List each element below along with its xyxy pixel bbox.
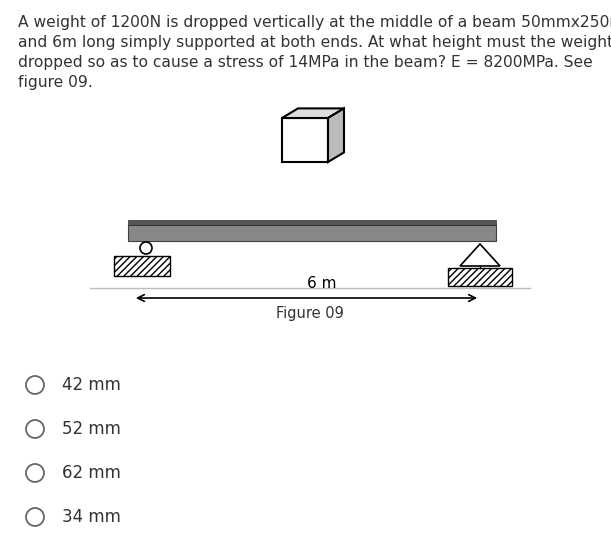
Circle shape [26,508,44,526]
Polygon shape [282,118,328,162]
Polygon shape [282,109,344,118]
Circle shape [26,420,44,438]
Text: 42 mm: 42 mm [62,376,121,394]
Text: 34 mm: 34 mm [62,508,121,526]
Text: figure 09.: figure 09. [18,75,93,90]
Circle shape [26,464,44,482]
Text: A weight of 1200N is dropped vertically at the middle of a beam 50mmx250mm *: A weight of 1200N is dropped vertically … [18,15,611,30]
Polygon shape [128,225,496,241]
Text: 6 m: 6 m [307,276,336,291]
Polygon shape [114,256,170,276]
Text: and 6m long simply supported at both ends. At what height must the weight be: and 6m long simply supported at both end… [18,35,611,50]
Circle shape [140,242,152,254]
Text: dropped so as to cause a stress of 14MPa in the beam? E = 8200MPa. See: dropped so as to cause a stress of 14MPa… [18,55,593,70]
Circle shape [26,376,44,394]
Text: 52 mm: 52 mm [62,420,121,438]
Polygon shape [128,220,496,225]
Polygon shape [448,268,512,286]
Text: Figure 09: Figure 09 [276,306,344,321]
Polygon shape [460,244,500,266]
Text: 62 mm: 62 mm [62,464,121,482]
Polygon shape [328,109,344,162]
